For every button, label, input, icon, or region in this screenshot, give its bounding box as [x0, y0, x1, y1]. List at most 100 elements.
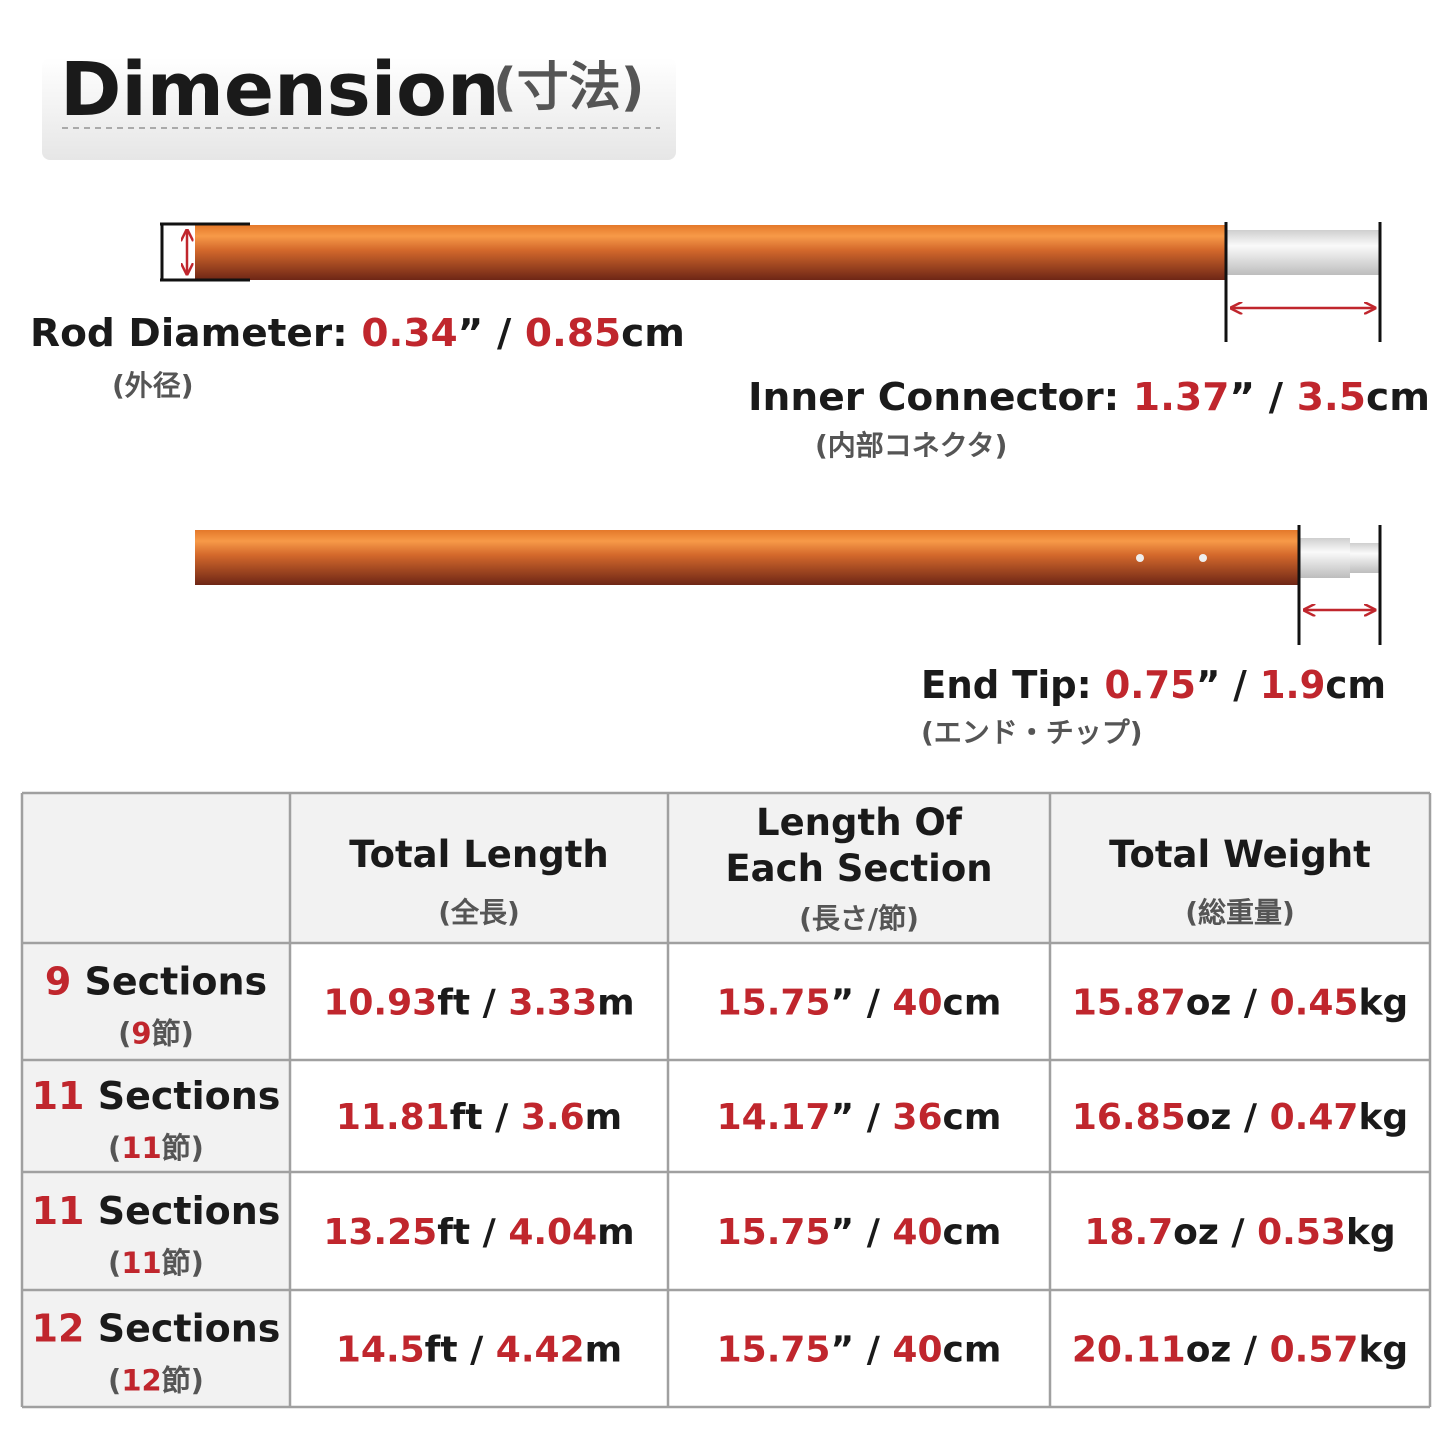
value: 15.75 — [717, 1212, 831, 1253]
value: 40 — [892, 983, 942, 1024]
row-sub-part: 9 — [131, 1017, 151, 1051]
cell: 20.11oz / 0.57kg — [1072, 1330, 1408, 1371]
row-header: 11 Sections — [32, 1074, 281, 1118]
value: 15.75 — [717, 1330, 831, 1371]
unit: ” — [830, 983, 854, 1024]
row-sub: (12節) — [108, 1364, 204, 1398]
row-sub-part: ( — [108, 1131, 121, 1165]
value: 10.93 — [323, 983, 437, 1024]
separator: / — [1231, 1212, 1245, 1253]
value: 0.47 — [1270, 1097, 1359, 1138]
unit: cm — [1325, 663, 1386, 707]
row-label: Sections — [98, 1307, 281, 1351]
row-header: 12 Sections — [32, 1307, 281, 1351]
separator: / — [1244, 983, 1258, 1024]
row-sub: (9節) — [118, 1017, 194, 1051]
unit: ft — [437, 1212, 470, 1253]
unit: ” — [830, 1097, 854, 1138]
rod-dot — [1136, 554, 1144, 562]
row-count: 11 — [32, 1189, 85, 1233]
column-sub: (全長) — [438, 896, 520, 929]
unit: kg — [1358, 1330, 1408, 1371]
callout-sub: (エンド・チップ) — [921, 716, 1143, 749]
row-sub-part: 節) — [162, 1364, 204, 1398]
end-tip — [1300, 538, 1350, 578]
value: 4.04 — [508, 1212, 597, 1253]
row-sub-part: 11 — [121, 1246, 161, 1280]
value: 15.75 — [717, 983, 831, 1024]
value: 3.5 — [1297, 375, 1366, 419]
title: Dimension — [60, 47, 500, 133]
rod — [195, 530, 1300, 585]
value: 3.6 — [521, 1097, 585, 1138]
separator: / — [867, 1212, 881, 1253]
unit: m — [585, 1097, 623, 1138]
unit: cm — [943, 1212, 1002, 1253]
value: 0.75 — [1104, 663, 1195, 707]
callout-sub: (内部コネクタ) — [815, 429, 1007, 462]
unit: cm — [1366, 375, 1430, 419]
unit: m — [585, 1330, 623, 1371]
separator: / — [867, 1097, 881, 1138]
unit: ” — [1196, 663, 1220, 707]
separator: / — [1244, 1097, 1258, 1138]
row-sub-part: ( — [108, 1246, 121, 1280]
end-tip — [1350, 543, 1380, 573]
unit: oz — [1186, 983, 1232, 1024]
value: 0.45 — [1270, 983, 1359, 1024]
value: 36 — [892, 1097, 942, 1138]
separator: / — [483, 983, 497, 1024]
value: 0.85 — [525, 311, 621, 355]
value: 4.42 — [496, 1330, 585, 1371]
row-sub: (11節) — [108, 1131, 204, 1165]
value: 0.34 — [361, 311, 457, 355]
callout: End Tip: 0.75” / 1.9cm — [921, 663, 1386, 707]
value: 16.85 — [1072, 1097, 1186, 1138]
column-header: Total Length — [349, 833, 609, 876]
value: 18.7 — [1084, 1212, 1173, 1253]
callout-label: End Tip: — [921, 663, 1092, 707]
separator: / — [1233, 663, 1247, 707]
column-sub: (長さ/節) — [799, 902, 919, 935]
title-banner — [42, 58, 676, 160]
value: 14.17 — [717, 1097, 831, 1138]
cell: 13.25ft / 4.04m — [323, 1212, 634, 1253]
cell: 18.7oz / 0.53kg — [1084, 1212, 1395, 1253]
unit: kg — [1358, 1097, 1408, 1138]
cell: 14.17” / 36cm — [717, 1097, 1002, 1138]
value: 40 — [892, 1212, 942, 1253]
separator: / — [483, 1212, 497, 1253]
row-sub-part: 節) — [162, 1246, 204, 1280]
value: 0.53 — [1257, 1212, 1346, 1253]
row-header: 9 Sections — [45, 960, 267, 1004]
cell: 15.75” / 40cm — [717, 983, 1002, 1024]
unit: cm — [621, 311, 685, 355]
column-header: Total Weight — [1109, 833, 1371, 876]
separator: / — [867, 1330, 881, 1371]
unit: kg — [1346, 1212, 1396, 1253]
unit: ft — [450, 1097, 483, 1138]
rod-dot — [1199, 554, 1207, 562]
title-sub: (寸法) — [493, 58, 645, 118]
unit: oz — [1173, 1212, 1219, 1253]
cell: 10.93ft / 3.33m — [323, 983, 634, 1024]
unit: oz — [1186, 1330, 1232, 1371]
value: 0.57 — [1270, 1330, 1359, 1371]
unit: cm — [943, 1097, 1002, 1138]
unit: ” — [830, 1330, 854, 1371]
cell: 15.75” / 40cm — [717, 1330, 1002, 1371]
unit: cm — [943, 1330, 1002, 1371]
separator: / — [495, 1097, 509, 1138]
row-count: 9 — [45, 960, 71, 1004]
value: 15.87 — [1072, 983, 1186, 1024]
unit: m — [597, 983, 635, 1024]
value: 11.81 — [336, 1097, 450, 1138]
value: 13.25 — [323, 1212, 437, 1253]
inner-connector — [1226, 230, 1380, 275]
separator: / — [1269, 375, 1283, 419]
value: 14.5 — [336, 1330, 425, 1371]
unit: cm — [943, 983, 1002, 1024]
